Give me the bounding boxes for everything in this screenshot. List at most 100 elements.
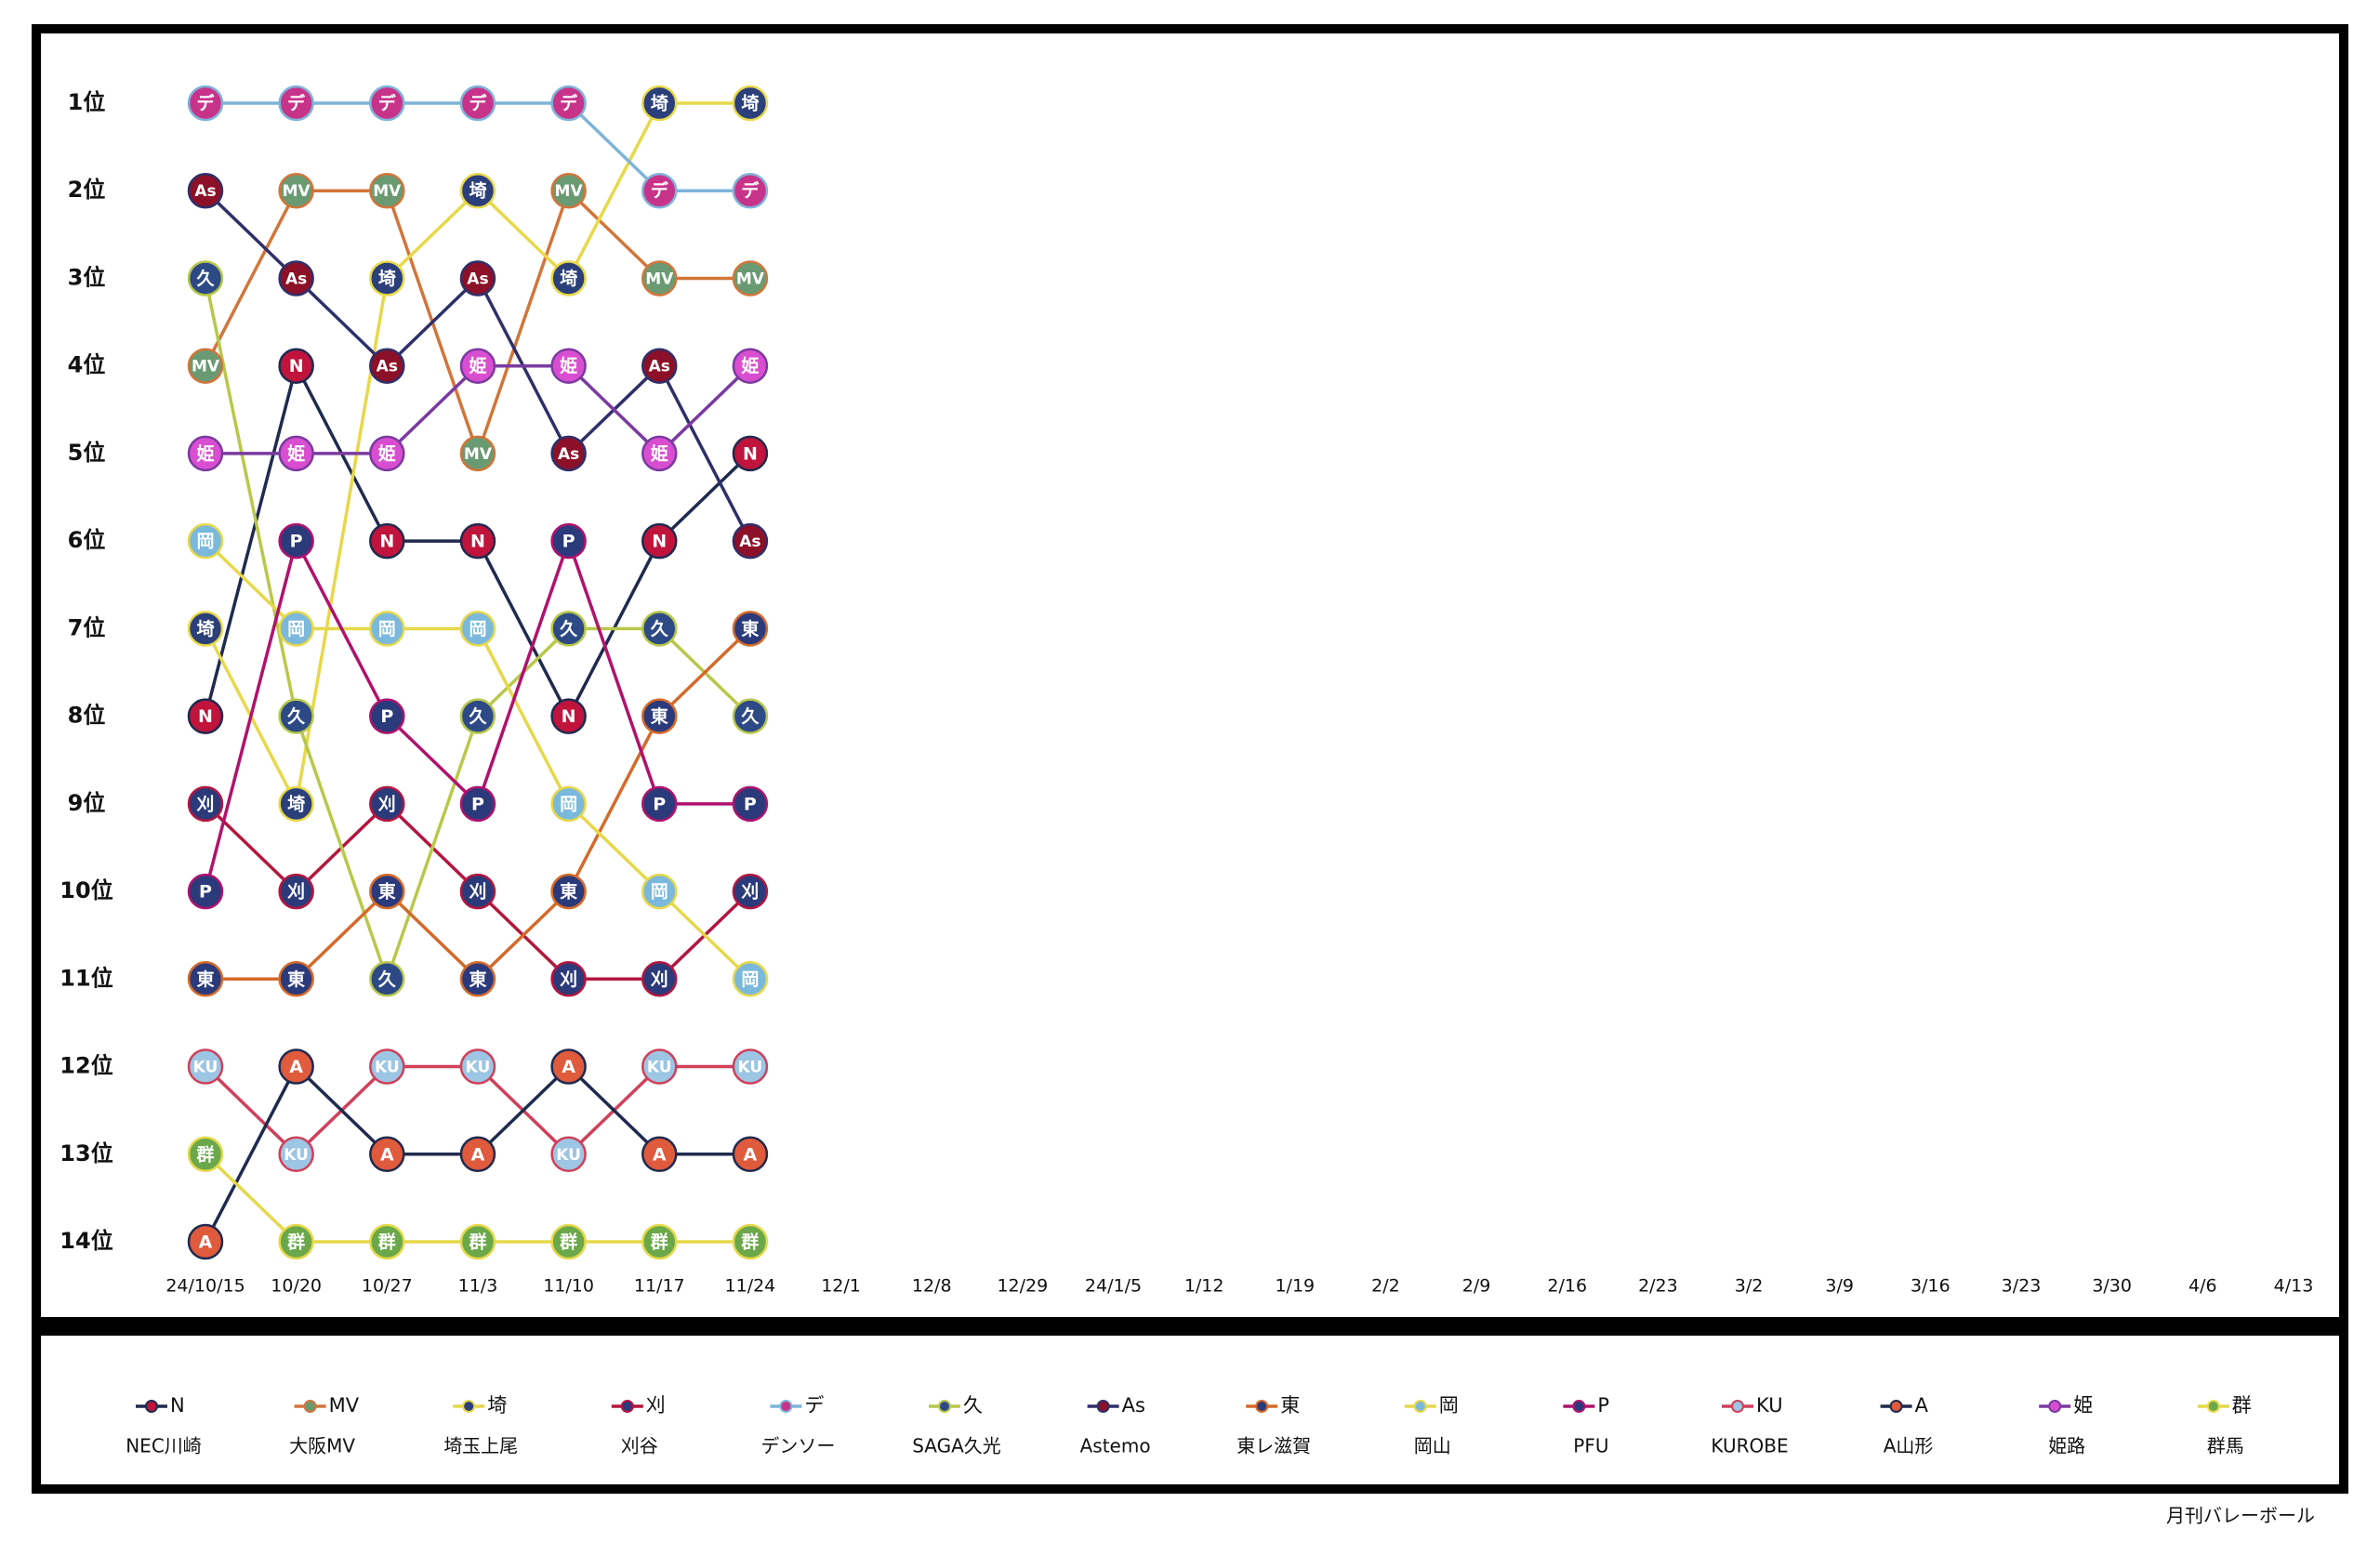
rank-marker — [641, 873, 678, 910]
y-tick-label: 13位 — [60, 1140, 112, 1166]
rank-marker — [459, 522, 496, 560]
legend-marker — [462, 1400, 476, 1413]
marker-code: 東 — [378, 881, 396, 903]
x-tick-label: 3/16 — [1911, 1276, 1950, 1297]
rank-marker — [732, 1223, 769, 1260]
rank-marker — [459, 611, 496, 647]
marker-code: デ — [378, 93, 397, 114]
marker-code: 岡 — [741, 969, 759, 990]
rank-marker — [278, 961, 314, 997]
marker-code: MV — [283, 182, 311, 201]
rank-marker — [732, 172, 769, 209]
rank-marker — [641, 435, 678, 472]
rank-marker — [732, 435, 769, 472]
y-tick-label: 5位 — [68, 440, 106, 466]
rank-marker — [278, 348, 314, 384]
rank-marker — [369, 611, 405, 647]
y-tick-label: 10位 — [60, 877, 112, 903]
rank-marker — [187, 1223, 224, 1260]
marker-code: 岡 — [196, 532, 214, 552]
marker-code: 埼 — [469, 180, 486, 202]
marker-code: 刈 — [196, 794, 214, 814]
rank-marker — [550, 260, 587, 297]
x-tick-label: 11/3 — [458, 1276, 498, 1297]
marker-code: 埼 — [560, 268, 577, 289]
marker-code: 埼 — [741, 93, 759, 114]
legend-marker — [2048, 1400, 2062, 1413]
legend-code: As — [1122, 1394, 1145, 1417]
x-tick-label: 3/2 — [1735, 1276, 1764, 1297]
rank-marker — [459, 172, 496, 209]
marker-code: 刈 — [560, 969, 577, 990]
rank-marker — [459, 260, 496, 297]
marker-code: 岡 — [560, 794, 577, 814]
rank-marker — [641, 1223, 678, 1260]
marker-code: デ — [287, 93, 306, 114]
legend-code: 東 — [1280, 1394, 1300, 1417]
marker-code: MV — [373, 182, 402, 201]
marker-code: N — [652, 532, 667, 552]
marker-code: 久 — [560, 618, 578, 639]
legend-marker — [1889, 1400, 1903, 1413]
rank-marker — [459, 961, 496, 997]
rank-marker — [459, 1136, 496, 1173]
rank-marker — [550, 1223, 587, 1260]
legend-marker — [1731, 1400, 1744, 1413]
legend-code: N — [170, 1394, 185, 1417]
legend-marker — [1255, 1400, 1269, 1413]
legend-marker — [2206, 1400, 2220, 1413]
marker-code: 刈 — [651, 969, 668, 990]
marker-code: KU — [738, 1059, 763, 1077]
marker-code: 刈 — [287, 882, 305, 903]
rank-marker — [459, 1223, 496, 1260]
rank-marker — [187, 172, 224, 209]
x-tick-label: 12/29 — [997, 1276, 1048, 1297]
legend-name: PFU — [1573, 1435, 1608, 1457]
rank-marker — [550, 85, 587, 122]
rank-marker — [369, 85, 405, 122]
x-tick-label: 11/10 — [543, 1276, 594, 1297]
rank-marker — [732, 522, 769, 560]
rank-marker — [278, 1223, 314, 1260]
marker-code: 群 — [468, 1232, 486, 1253]
plot-frame — [32, 24, 2348, 1326]
rank-marker — [459, 785, 496, 823]
rank-marker — [459, 698, 496, 734]
rank-marker — [550, 961, 587, 997]
legend-name: デンソー — [760, 1435, 835, 1457]
marker-code: As — [194, 182, 216, 201]
rank-marker — [187, 611, 224, 647]
legend-name: A山形 — [1884, 1435, 1934, 1457]
x-tick-label: 2/2 — [1371, 1276, 1400, 1297]
legend-name: 姫路 — [2048, 1435, 2085, 1457]
marker-code: 刈 — [741, 882, 759, 903]
rank-marker — [369, 1223, 405, 1260]
rank-marker — [732, 85, 769, 122]
marker-code: MV — [192, 358, 220, 376]
legend-code: 群 — [2232, 1394, 2252, 1417]
rank-marker — [187, 873, 224, 910]
marker-code: 東 — [560, 881, 577, 903]
marker-code: KU — [466, 1059, 491, 1077]
rank-marker — [187, 698, 224, 734]
marker-code: 埼 — [378, 268, 396, 289]
rank-marker — [278, 873, 314, 910]
rank-marker — [459, 873, 496, 910]
rank-marker — [369, 1048, 405, 1085]
marker-code: N — [198, 706, 213, 727]
marker-code: 姫 — [560, 355, 577, 376]
marker-code: As — [467, 270, 488, 288]
x-tick-label: 10/20 — [271, 1276, 322, 1297]
marker-code: 久 — [469, 705, 487, 727]
marker-code: 姫 — [287, 442, 305, 464]
y-tick-label: 12位 — [60, 1053, 112, 1079]
marker-code: P — [199, 882, 212, 903]
legend-name: KUROBE — [1711, 1435, 1788, 1457]
rank-marker — [641, 172, 678, 209]
rank-marker — [641, 961, 678, 997]
legend-marker — [303, 1400, 317, 1413]
legend-marker — [1572, 1400, 1586, 1413]
marker-code: A — [562, 1057, 575, 1077]
legend-code: A — [1915, 1394, 1929, 1417]
